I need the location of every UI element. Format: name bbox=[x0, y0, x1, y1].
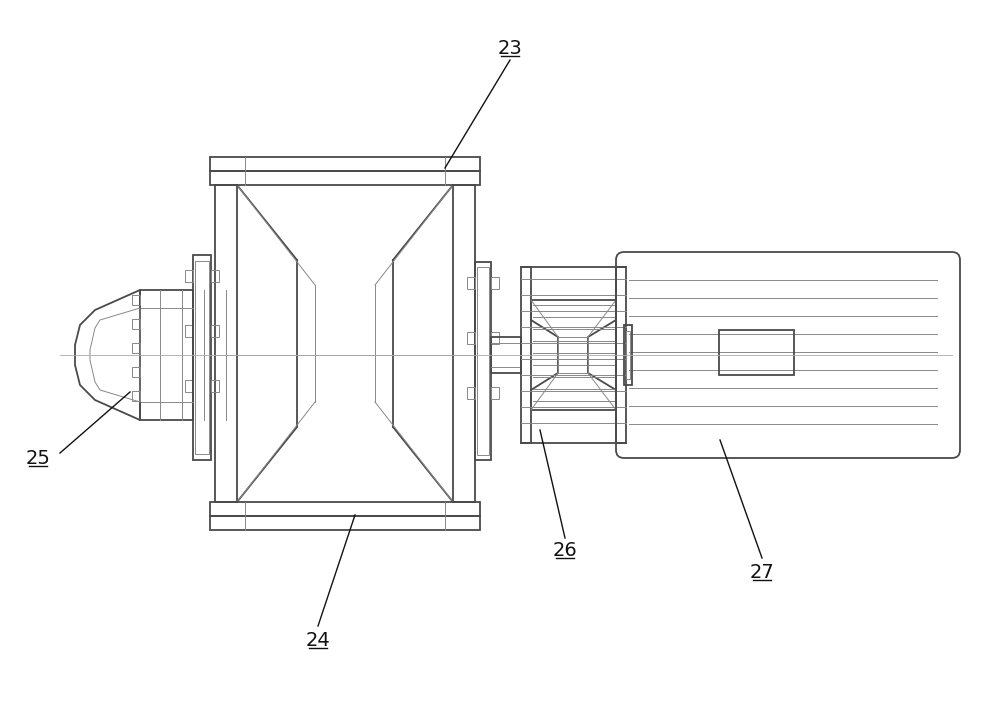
Bar bbox=[132, 391, 140, 401]
Bar bbox=[467, 277, 475, 289]
Text: 23: 23 bbox=[498, 38, 522, 57]
Bar bbox=[477, 267, 489, 455]
Bar bbox=[719, 330, 794, 375]
Bar bbox=[626, 331, 630, 379]
Bar bbox=[491, 337, 521, 373]
Bar bbox=[558, 337, 588, 373]
Bar bbox=[211, 325, 219, 337]
Bar bbox=[453, 185, 475, 502]
Bar bbox=[210, 516, 480, 530]
Text: 27: 27 bbox=[750, 562, 774, 581]
Bar bbox=[215, 185, 237, 502]
Bar bbox=[491, 387, 499, 399]
Bar bbox=[624, 325, 632, 385]
Text: 26: 26 bbox=[553, 540, 577, 559]
Bar bbox=[132, 295, 140, 305]
Bar bbox=[195, 261, 209, 454]
Text: 24: 24 bbox=[306, 630, 330, 649]
Bar bbox=[616, 267, 626, 443]
Bar bbox=[132, 319, 140, 329]
Bar bbox=[132, 343, 140, 353]
Bar bbox=[210, 171, 480, 185]
Bar bbox=[193, 255, 211, 460]
Bar bbox=[185, 270, 193, 282]
Bar bbox=[210, 502, 480, 516]
Bar bbox=[467, 332, 475, 344]
Bar bbox=[475, 262, 491, 460]
Bar bbox=[185, 325, 193, 337]
Bar bbox=[521, 267, 531, 443]
Bar bbox=[132, 367, 140, 377]
Bar bbox=[140, 290, 193, 420]
Text: 25: 25 bbox=[26, 449, 50, 467]
Bar bbox=[211, 380, 219, 392]
Bar bbox=[210, 157, 480, 171]
Bar bbox=[491, 277, 499, 289]
Bar bbox=[467, 387, 475, 399]
Bar bbox=[211, 270, 219, 282]
Bar bbox=[185, 380, 193, 392]
Bar bbox=[491, 332, 499, 344]
